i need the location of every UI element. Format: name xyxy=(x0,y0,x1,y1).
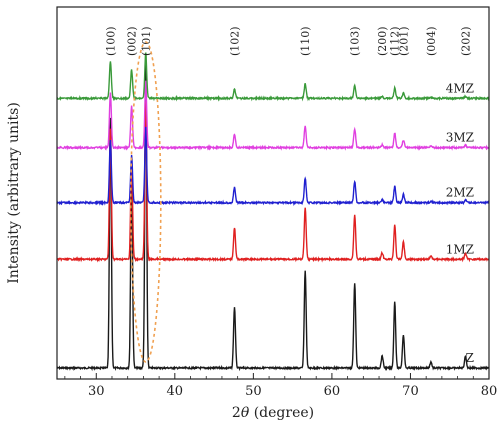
peak-label: (004) xyxy=(425,26,438,56)
peak-label: (100) xyxy=(104,26,117,56)
plot-frame xyxy=(56,6,490,380)
peak-label: (103) xyxy=(349,26,362,56)
series-line-z xyxy=(56,62,490,372)
series-label-2mz: 2MZ xyxy=(446,186,474,200)
series-labels: Z 1MZ 2MZ 3MZ 4MZ xyxy=(446,81,474,365)
peak-label: (112) xyxy=(389,26,402,56)
peak-label: (200) xyxy=(376,26,389,56)
x-tick-label: 80 xyxy=(481,384,498,399)
x-axis: 30 40 50 60 70 80 xyxy=(64,373,498,399)
plot-area xyxy=(56,52,490,372)
y-axis-title: Intensity (arbitrary units) xyxy=(6,102,22,284)
x-axis-title: 2θ (degree) xyxy=(232,405,314,421)
peak-labels: (100) (002) (101) (102) (110) (103) (200) (112)… xyxy=(104,26,472,56)
x-tick-label: 70 xyxy=(402,384,419,399)
peak-label: (202) xyxy=(459,26,472,56)
peak-label: (201) xyxy=(397,26,410,56)
series-line-1mz xyxy=(56,101,490,263)
series-line-4mz xyxy=(56,52,490,102)
series-line-2mz xyxy=(56,126,490,207)
peak-label: (110) xyxy=(299,26,312,56)
x-tick-label: 50 xyxy=(245,384,262,399)
x-tick-label: 30 xyxy=(88,384,105,399)
series-label-3mz: 3MZ xyxy=(446,131,474,145)
x-tick-label: 60 xyxy=(324,384,341,399)
series-label-1mz: 1MZ xyxy=(446,242,474,256)
peak-label: (002) xyxy=(126,26,139,56)
peak-label: (102) xyxy=(229,26,242,56)
highlight-ellipse xyxy=(130,41,162,363)
series-line-3mz xyxy=(56,80,490,151)
series-label-z: Z xyxy=(466,351,474,365)
x-tick-label: 40 xyxy=(167,384,184,399)
series-label-4mz: 4MZ xyxy=(446,81,474,95)
